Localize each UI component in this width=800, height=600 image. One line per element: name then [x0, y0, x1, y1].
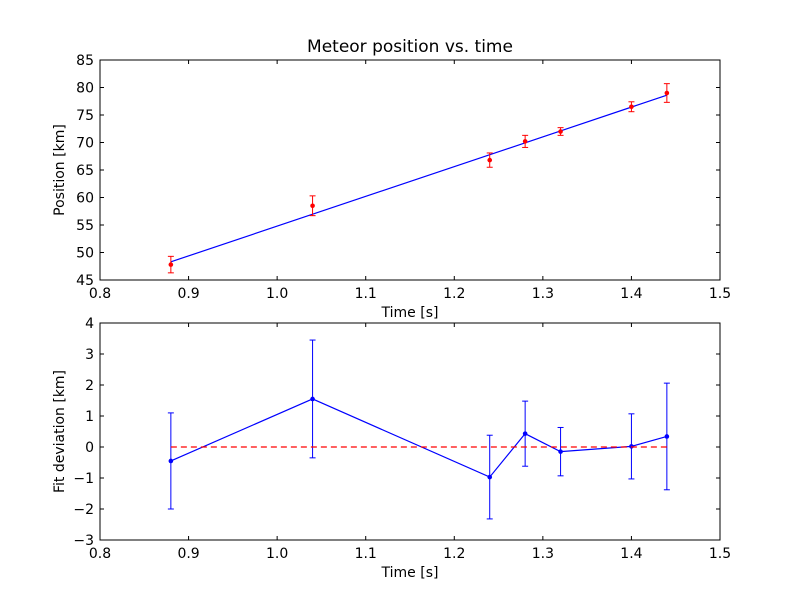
data-point	[664, 90, 670, 96]
x-tick-label: 0.8	[89, 286, 111, 302]
x-tick-label: 0.9	[177, 546, 199, 562]
x-axis-label: Time [s]	[381, 565, 439, 581]
y-tick-label: 1	[85, 409, 94, 425]
x-tick-label: 1.3	[532, 286, 554, 302]
y-tick-label: 3	[85, 347, 94, 363]
x-tick-label: 1.0	[266, 286, 288, 302]
x-tick-label: 1.3	[532, 546, 554, 562]
data-point	[310, 396, 315, 402]
x-tick-label: 1.4	[620, 286, 642, 302]
data-point	[558, 449, 563, 454]
data-point	[664, 434, 670, 439]
x-tick-label: 1.0	[266, 546, 288, 562]
data-point	[168, 458, 174, 464]
data-point	[168, 262, 174, 267]
y-tick-label: −1	[73, 471, 94, 487]
y-tick-label: −3	[73, 533, 94, 549]
y-tick-label: 85	[76, 53, 94, 69]
x-tick-label: 1.1	[355, 286, 377, 302]
x-axis-label: Time [s]	[381, 305, 439, 321]
plot-frame	[99, 59, 721, 281]
y-tick-label: 45	[76, 273, 94, 289]
y-tick-label: 65	[76, 163, 94, 179]
data-point	[487, 157, 493, 163]
x-tick-label: 1.4	[620, 546, 642, 562]
chart-title: Meteor position vs. time	[307, 37, 513, 57]
x-tick-label: 1.5	[709, 286, 731, 302]
y-tick-label: 70	[76, 136, 94, 152]
x-tick-label: 1.1	[355, 546, 377, 562]
y-tick-label: 50	[76, 246, 94, 262]
fit-line	[170, 94, 668, 263]
data-point	[558, 129, 563, 134]
y-tick-label: 60	[76, 191, 94, 207]
x-tick-label: 0.9	[177, 286, 199, 302]
deviation-chart: 0.8 0.9 1.0 1.1 1.2 1.3 1.4 1.5 −3 −2 −1 0 1 2 3 4 Time …	[52, 316, 731, 581]
y-tick-label: −2	[73, 502, 94, 518]
data-point	[310, 203, 315, 209]
data-point	[522, 431, 528, 436]
plot-frame	[99, 322, 721, 541]
x-tick-label: 0.8	[89, 546, 111, 562]
y-tick-label: 80	[76, 81, 94, 97]
y-tick-label: 75	[76, 108, 94, 124]
x-tick-label: 1.5	[709, 546, 731, 562]
y-tick-label: 55	[76, 218, 94, 234]
y-axis-label: Position [km]	[52, 124, 68, 216]
y-tick-label: 2	[85, 378, 94, 394]
x-tick-label: 1.2	[443, 546, 465, 562]
data-point	[522, 139, 528, 144]
x-tick-label: 1.2	[443, 286, 465, 302]
position-chart: 0.8 0.9 1.0 1.1 1.2 1.3 1.4 1.5 45 50 55 60 65 70 75 80…	[52, 37, 731, 321]
data-point	[629, 444, 634, 449]
y-tick-label: 4	[85, 316, 94, 332]
y-tick-label: 0	[85, 440, 94, 456]
y-axis-label: Fit deviation [km]	[52, 370, 68, 493]
data-point	[629, 104, 634, 110]
data-point	[487, 474, 493, 480]
